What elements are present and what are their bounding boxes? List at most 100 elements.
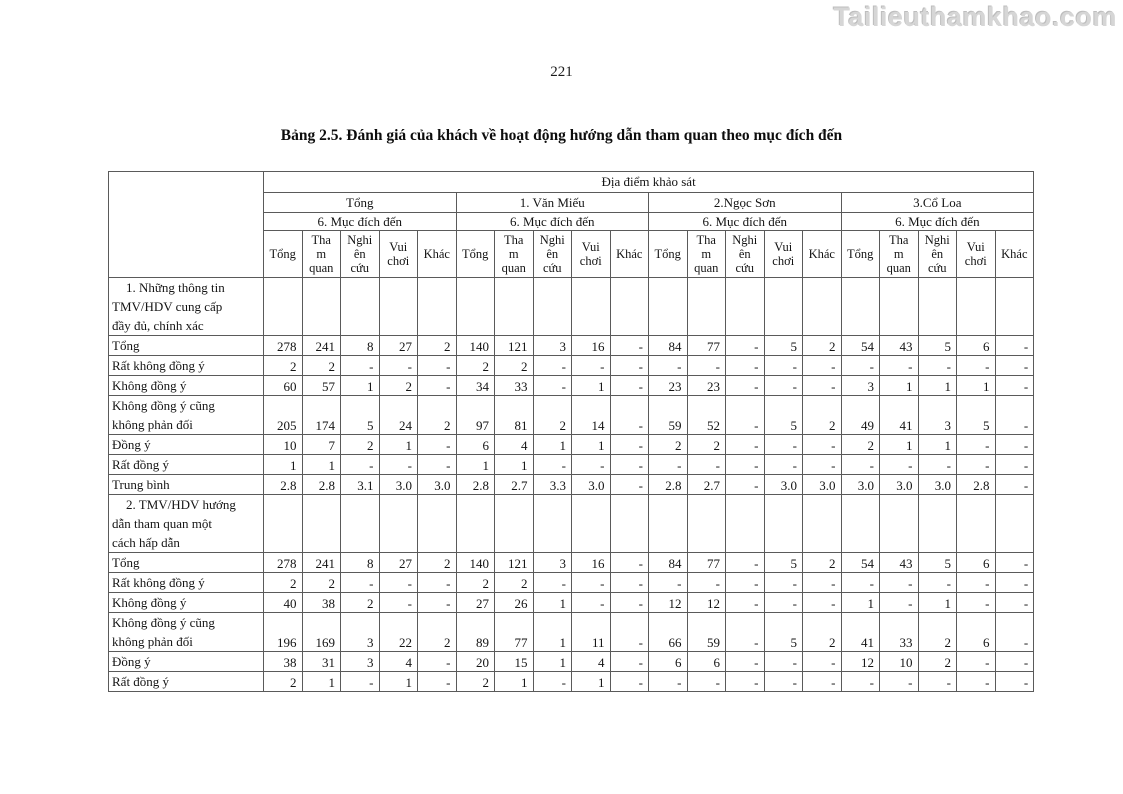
data-cell: -: [994, 375, 1035, 396]
data-cell: [725, 277, 765, 336]
data-cell: -: [648, 572, 688, 593]
page-number: 221: [550, 64, 573, 80]
data-cell: 6: [956, 335, 996, 356]
data-cell: 3.0: [802, 474, 842, 495]
data-cell: 2.8: [263, 474, 303, 495]
data-cell: 1: [879, 375, 919, 396]
data-cell: -: [956, 454, 996, 475]
data-cell: -: [609, 612, 649, 652]
table-row: Tổng 278 241 8 27 2 140 121 3 16-84 77-5 2 54 43 5 6-: [108, 552, 1035, 573]
data-cell: -: [802, 671, 842, 692]
data-cell: [648, 494, 688, 553]
data-cell: [263, 277, 303, 336]
data-cell: 1: [917, 592, 957, 613]
data-cell: 3.0: [840, 474, 880, 495]
data-cell: -: [917, 355, 957, 376]
data-cell: -: [532, 454, 572, 475]
data-cell: 5: [917, 335, 957, 356]
data-cell: [840, 494, 880, 553]
data-cell: [917, 277, 957, 336]
data-cell: 59: [686, 612, 726, 652]
column-header-cell: Tổng: [263, 230, 303, 278]
data-cell: -: [725, 395, 765, 435]
table-body: 1. Những thông tin TMV/HDV cung cấp đầy …: [108, 277, 1035, 692]
data-cell: -: [378, 355, 418, 376]
column-header-cell: Nghi ên cứu: [917, 230, 957, 278]
data-cell: -: [879, 592, 919, 613]
data-cell: [917, 494, 957, 553]
header-row-survey: Địa điểm khảo sát: [108, 171, 1035, 278]
data-cell: -: [417, 375, 457, 396]
data-cell: -: [763, 671, 803, 692]
data-cell: 10: [263, 434, 303, 455]
data-cell: 2: [417, 395, 457, 435]
data-cell: 41: [879, 395, 919, 435]
data-cell: -: [417, 454, 457, 475]
purpose-header-cell: 6. Mục đích đến: [648, 212, 842, 231]
data-cell: -: [994, 552, 1035, 573]
column-header-cell: Vui chơi: [571, 230, 611, 278]
data-cell: -: [763, 572, 803, 593]
section-row: 1. Những thông tin TMV/HDV cung cấp đầy …: [108, 277, 1035, 336]
data-cell: -: [956, 355, 996, 376]
data-cell: -: [686, 572, 726, 593]
data-cell: [301, 494, 341, 553]
header-row-locations: Tổng 1. Văn Miếu 2.Ngọc Sơn 3.Cổ Loa: [109, 192, 1035, 213]
data-cell: [840, 277, 880, 336]
data-cell: -: [725, 474, 765, 495]
data-cell: -: [571, 592, 611, 613]
data-cell: -: [609, 434, 649, 455]
data-cell: 31: [301, 651, 341, 672]
data-cell: 1: [301, 454, 341, 475]
data-cell: -: [417, 572, 457, 593]
data-cell: 2: [455, 572, 495, 593]
data-cell: 1: [301, 671, 341, 692]
data-cell: 1: [494, 671, 534, 692]
data-cell: 205: [263, 395, 303, 435]
data-cell: 77: [494, 612, 534, 652]
data-cell: 3: [340, 651, 380, 672]
data-cell: [956, 494, 996, 553]
column-header-cell: Nghi ên cứu: [532, 230, 572, 278]
data-cell: 1: [532, 612, 572, 652]
data-cell: -: [725, 355, 765, 376]
data-cell: 34: [455, 375, 495, 396]
data-cell: 20: [455, 651, 495, 672]
data-cell: -: [802, 651, 842, 672]
data-cell: 1: [263, 454, 303, 475]
data-cell: 5: [763, 395, 803, 435]
data-cell: 2: [648, 434, 688, 455]
data-cell: -: [340, 355, 380, 376]
data-cell: 241: [301, 552, 341, 573]
data-cell: 2: [417, 335, 457, 356]
data-cell: 1: [879, 434, 919, 455]
location-header-cell: Tổng: [263, 192, 457, 213]
table-row: Đồng ý 38 31 3 4-20 15 1 4-6 6- - -12 10 2- -: [108, 651, 1035, 672]
data-cell: 2: [378, 375, 418, 396]
row-label: Rất không đồng ý: [108, 355, 264, 376]
data-cell: 33: [879, 612, 919, 652]
data-cell: [301, 277, 341, 336]
data-cell: 174: [301, 395, 341, 435]
data-cell: 241: [301, 335, 341, 356]
data-cell: 2: [417, 612, 457, 652]
data-cell: 140: [455, 335, 495, 356]
data-cell: 1: [840, 592, 880, 613]
row-label: 2. TMV/HDV hướng dẫn tham quan một cách …: [108, 494, 264, 553]
data-cell: -: [378, 454, 418, 475]
column-header-cell: Tha m quan: [879, 230, 919, 278]
data-cell: [417, 494, 457, 553]
data-cell: -: [994, 592, 1035, 613]
data-cell: 2: [263, 355, 303, 376]
data-cell: [532, 277, 572, 336]
data-cell: -: [917, 671, 957, 692]
data-cell: 77: [686, 552, 726, 573]
data-cell: 27: [378, 335, 418, 356]
data-cell: 2: [686, 434, 726, 455]
column-header-cell: Nghi ên cứu: [725, 230, 765, 278]
data-cell: -: [648, 671, 688, 692]
data-cell: -: [532, 671, 572, 692]
data-cell: -: [532, 355, 572, 376]
data-cell: 5: [763, 612, 803, 652]
